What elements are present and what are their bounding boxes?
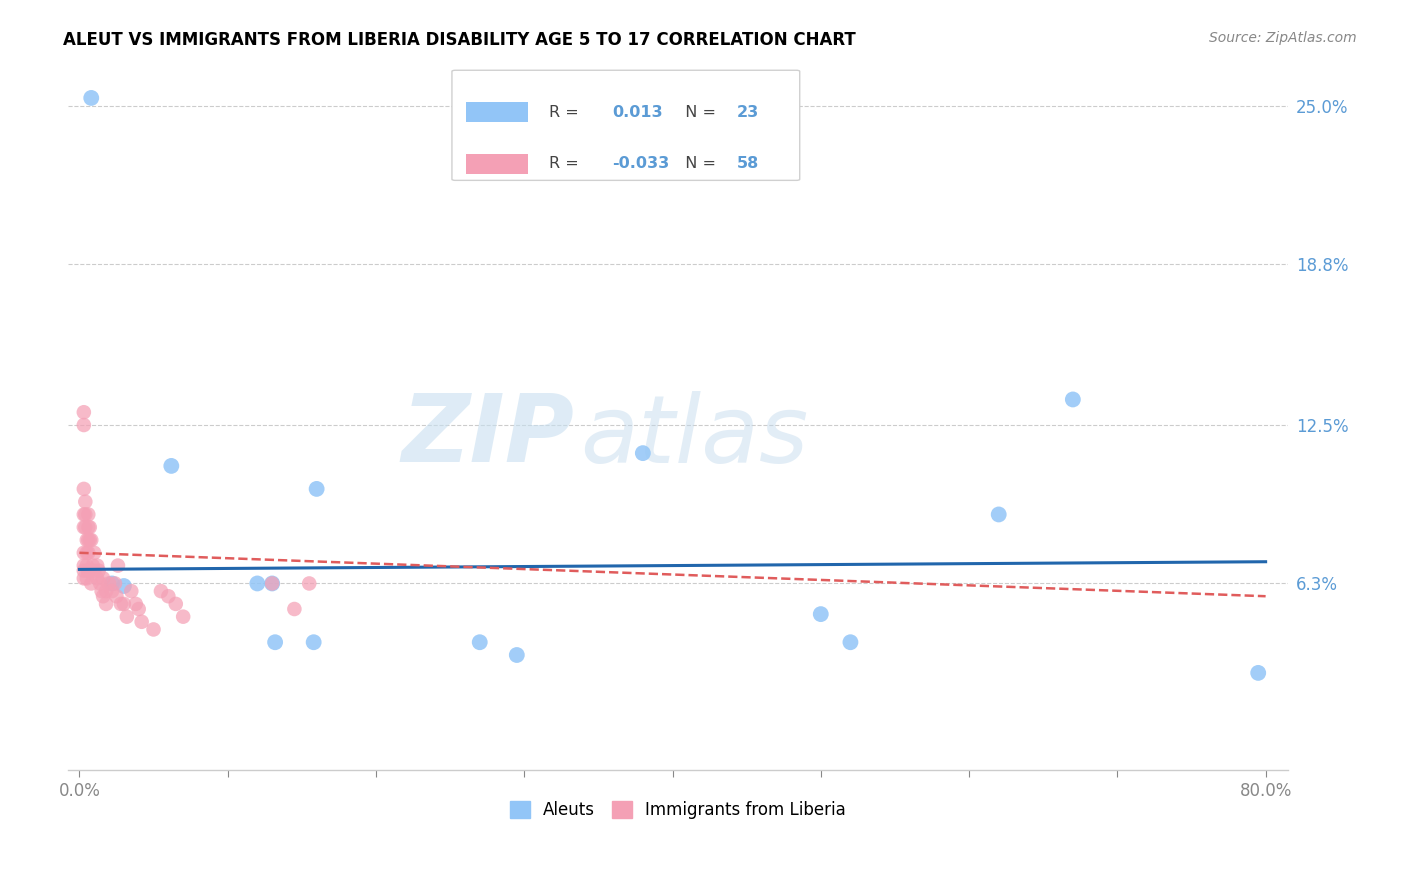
Point [107, 558, 129, 573]
Point [80, 576, 103, 591]
Point [73, 508, 96, 522]
Point [90, 584, 112, 599]
Point [105, 589, 128, 603]
Point [77, 520, 100, 534]
Text: ALEUT VS IMMIGRANTS FROM LIBERIA DISABILITY AGE 5 TO 17 CORRELATION CHART: ALEUT VS IMMIGRANTS FROM LIBERIA DISABIL… [63, 31, 856, 49]
Point [298, 576, 321, 591]
Point [83, 564, 105, 578]
Point [110, 597, 132, 611]
Point [98, 576, 121, 591]
Point [73, 417, 96, 432]
Point [112, 597, 135, 611]
Point [80, 91, 103, 105]
Point [91, 571, 114, 585]
Text: Source: ZipAtlas.com: Source: ZipAtlas.com [1209, 31, 1357, 45]
Point [79, 533, 101, 547]
Point [76, 558, 98, 573]
Point [262, 576, 284, 591]
Point [120, 584, 142, 599]
Point [75, 494, 97, 508]
Point [125, 597, 148, 611]
Point [86, 571, 108, 585]
Point [142, 623, 165, 637]
Point [77, 564, 100, 578]
Point [82, 558, 104, 573]
Point [506, 648, 529, 662]
Point [73, 564, 96, 578]
Point [101, 584, 124, 599]
Point [115, 609, 138, 624]
Point [76, 533, 98, 547]
Point [131, 615, 153, 629]
Point [839, 635, 862, 649]
Point [264, 635, 287, 649]
Point [172, 609, 194, 624]
Point [77, 533, 100, 547]
Point [1247, 665, 1270, 680]
Text: ZIP: ZIP [401, 390, 574, 482]
Point [112, 579, 135, 593]
Point [157, 589, 180, 603]
Point [76, 546, 98, 560]
Point [104, 576, 127, 591]
Point [631, 446, 654, 460]
Text: atlas: atlas [581, 391, 808, 482]
Point [94, 584, 117, 599]
Point [89, 576, 111, 591]
Point [87, 564, 110, 578]
Point [73, 482, 96, 496]
Point [73, 571, 96, 585]
Point [160, 458, 183, 473]
Point [149, 584, 172, 599]
Point [73, 405, 96, 419]
Point [73, 558, 96, 573]
Point [77, 508, 100, 522]
Point [987, 508, 1010, 522]
Point [246, 576, 269, 591]
Point [302, 635, 325, 649]
Point [80, 533, 103, 547]
Point [94, 597, 117, 611]
Point [468, 635, 491, 649]
Point [1062, 392, 1084, 407]
Point [283, 602, 305, 616]
Point [75, 520, 97, 534]
Point [83, 546, 105, 560]
Point [77, 546, 100, 560]
Point [91, 589, 114, 603]
Point [79, 520, 101, 534]
Point [76, 571, 98, 585]
Point [262, 576, 284, 591]
Point [128, 602, 150, 616]
Point [73, 546, 96, 560]
Point [73, 520, 96, 534]
Legend: Aleuts, Immigrants from Liberia: Aleuts, Immigrants from Liberia [503, 794, 852, 826]
Point [75, 508, 97, 522]
Point [165, 597, 187, 611]
Point [810, 607, 832, 621]
Point [86, 558, 108, 573]
Point [101, 576, 124, 591]
Point [305, 482, 328, 496]
Point [79, 564, 101, 578]
